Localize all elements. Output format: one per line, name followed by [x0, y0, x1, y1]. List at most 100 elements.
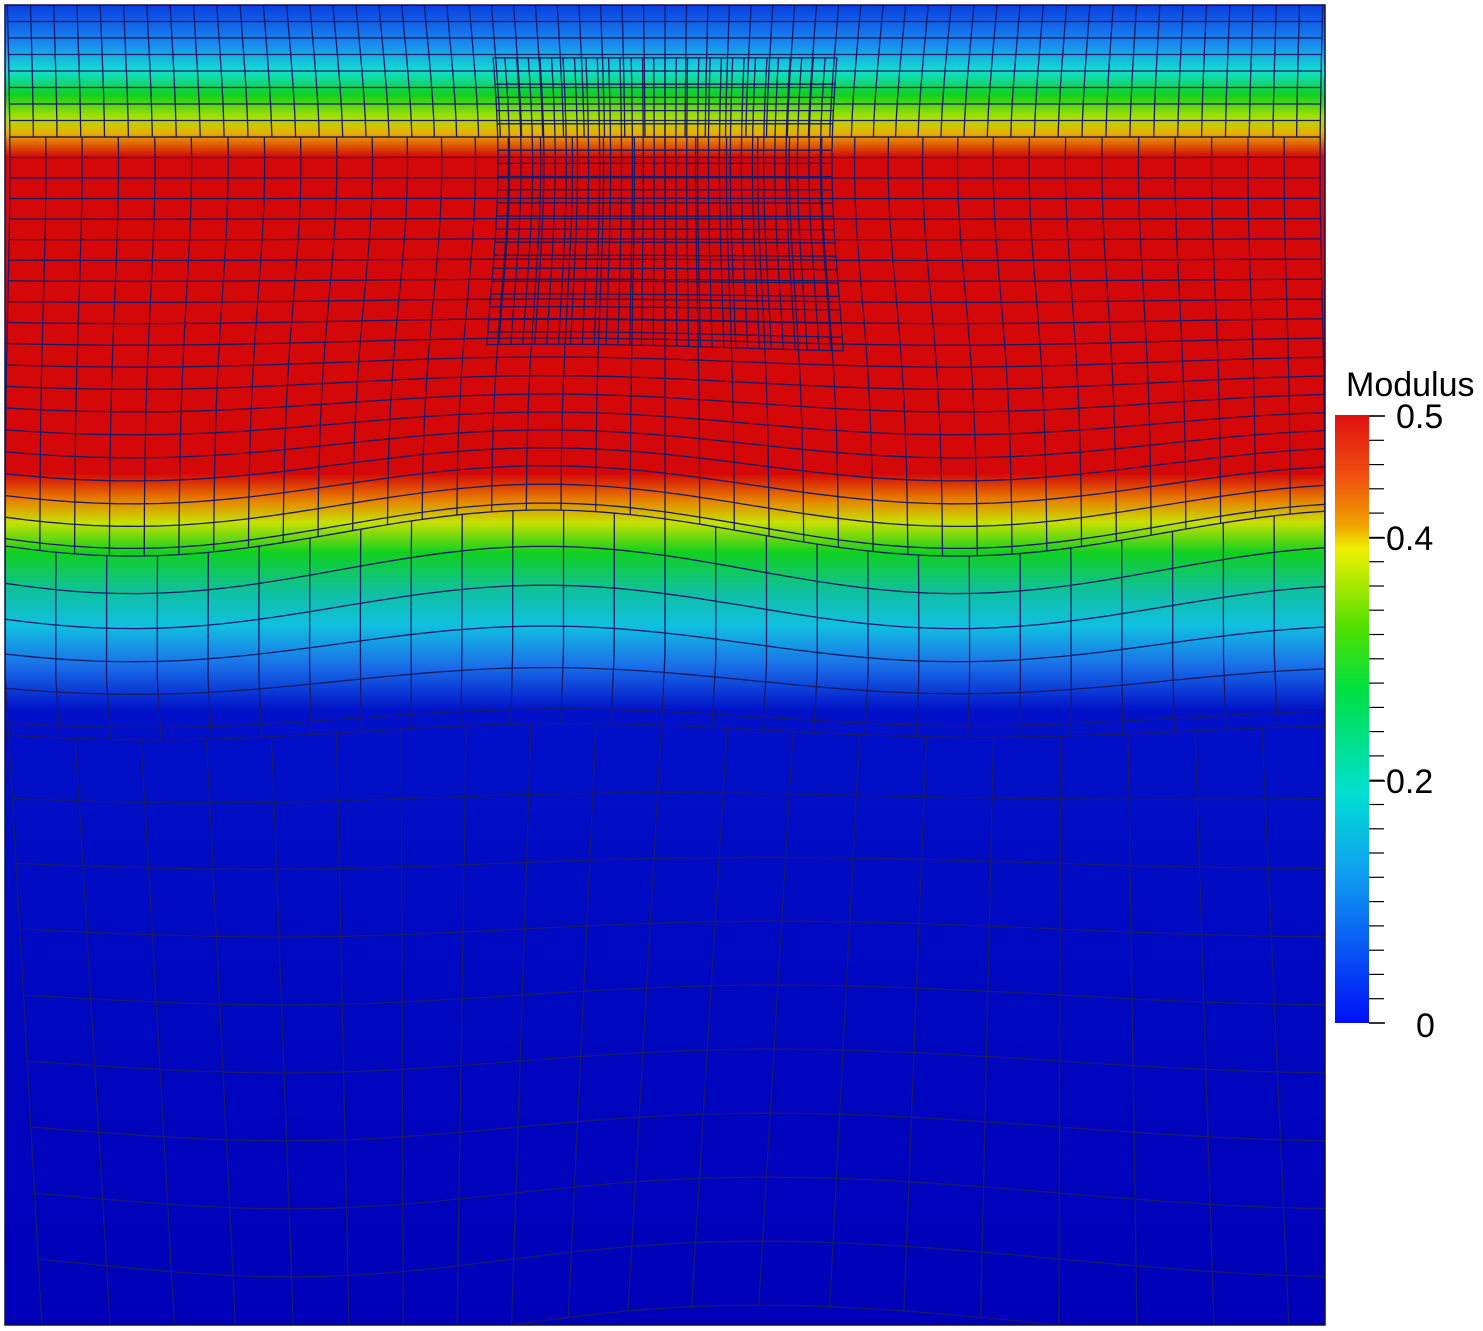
mesh-line-vertical — [446, 5, 458, 138]
mesh-line-vertical — [262, 5, 273, 138]
mesh-line-refined — [495, 228, 835, 231]
mesh-line-vertical — [105, 555, 112, 740]
mesh-line-vertical — [178, 136, 193, 555]
mesh-line-vertical — [1018, 553, 1022, 738]
scalar-bar-minor-ticks — [1369, 415, 1384, 1024]
mesh-line-vertical — [5, 546, 10, 736]
mesh-line-vertical — [921, 136, 944, 557]
mesh-line-vertical — [1121, 540, 1124, 735]
mesh-line-vertical — [894, 5, 907, 138]
mesh-line-vertical — [610, 513, 615, 724]
mesh-line-vertical — [122, 5, 130, 138]
mesh-line-vertical — [332, 5, 344, 138]
mesh-line-vertical — [1028, 136, 1048, 551]
mesh-line-vertical — [216, 5, 225, 138]
finite-element-mesh — [5, 5, 1325, 1325]
mesh-line-vertical — [99, 5, 106, 138]
mesh-line-vertical — [1295, 5, 1301, 138]
mesh-line-refined — [488, 318, 842, 325]
mesh-line-vertical — [1010, 5, 1021, 138]
mesh-line-vertical — [660, 518, 666, 726]
mesh-line-vertical — [1137, 136, 1152, 536]
mesh-line-vertical — [74, 738, 111, 1325]
mesh-line-vertical — [143, 136, 156, 557]
mesh-line-vertical — [55, 552, 61, 738]
mesh-line-vertical — [1319, 5, 1324, 137]
mesh-line-vertical — [6, 5, 11, 137]
mesh-line-vertical — [468, 5, 480, 138]
mesh-line-vertical — [317, 136, 338, 537]
mesh-line-vertical — [400, 728, 404, 1325]
mesh-line-vertical — [108, 136, 120, 556]
mesh-line-vertical — [963, 5, 975, 138]
mesh-line-vertical — [270, 736, 294, 1325]
mesh-line-vertical — [690, 727, 728, 1307]
mesh-line-vertical — [986, 5, 998, 138]
scalar-bar-gradient — [1335, 415, 1369, 1023]
mesh-line-vertical — [53, 5, 58, 138]
mesh-line-vertical — [29, 5, 35, 138]
mesh-line-vertical — [213, 136, 229, 552]
mesh-line-vertical — [853, 136, 874, 552]
mesh-line-vertical — [956, 136, 978, 556]
mesh-line-vertical — [401, 5, 413, 138]
mesh-line-vertical — [711, 526, 717, 728]
mesh-line-vertical — [850, 5, 862, 138]
mesh-line-vertical — [247, 136, 266, 548]
field-border — [4, 4, 1326, 1326]
mesh-line-vertical — [1101, 136, 1117, 542]
mesh-line-vertical — [872, 5, 884, 138]
mesh-line-vertical — [309, 5, 320, 138]
mesh-line-refined — [490, 293, 840, 298]
mesh-line-vertical — [169, 5, 177, 138]
mesh-line-refined — [487, 331, 843, 338]
tick-label-0-5: 0.5 — [1396, 398, 1443, 436]
mesh-line-vertical — [1261, 727, 1290, 1325]
mesh-line-vertical — [1153, 5, 1161, 138]
field-plot — [4, 4, 1326, 1326]
mesh-line-vertical — [761, 535, 768, 730]
mesh-line-vertical — [258, 546, 263, 738]
mesh-line-vertical — [1200, 5, 1208, 138]
mesh-line-vertical — [39, 136, 47, 551]
mesh-line-vertical — [156, 555, 162, 740]
mesh-line-refined — [491, 280, 839, 284]
mesh-line-vertical — [1210, 136, 1222, 524]
mesh-line-vertical — [1177, 5, 1184, 138]
mesh-line-vertical — [282, 136, 302, 543]
mesh-line-vertical — [146, 5, 153, 138]
mesh-line-vertical — [1247, 136, 1257, 519]
mesh-line-vertical — [940, 5, 952, 138]
mesh-line-vertical — [967, 555, 971, 738]
mesh-line-vertical — [829, 734, 861, 1307]
mesh-line-vertical — [239, 5, 249, 138]
scalar-bar-labels: 0.5 0.4 0.2 0 — [1369, 398, 1443, 1045]
mesh-line-vertical — [1064, 136, 1083, 547]
mesh-line-vertical — [1272, 5, 1277, 138]
mesh-line-vertical — [386, 136, 409, 525]
mesh-line-vertical — [887, 136, 909, 555]
mesh-line-vertical — [917, 5, 929, 138]
mesh-line-vertical — [73, 136, 83, 554]
mesh-line-vertical — [8, 735, 43, 1325]
mesh-line-vertical — [1283, 136, 1291, 514]
mesh-line-vertical — [915, 555, 920, 737]
mesh-line-vertical — [140, 739, 176, 1325]
mesh-line-vertical — [1174, 136, 1187, 530]
mesh-line-refined — [495, 241, 836, 244]
mesh-line-vertical — [903, 736, 928, 1312]
mesh-line-refined — [489, 306, 841, 311]
mesh-line-vertical — [567, 723, 597, 1318]
mesh-line-vertical — [1127, 733, 1138, 1325]
mesh-line-vertical — [758, 731, 794, 1306]
mesh-line-vertical — [1248, 5, 1254, 137]
mesh-line-vertical — [192, 5, 201, 138]
mesh-line-vertical — [460, 514, 463, 726]
mesh-line-vertical — [456, 725, 467, 1325]
mesh-line-vertical — [510, 723, 532, 1325]
mesh-line-vertical — [864, 550, 869, 735]
mesh-line-vertical — [205, 739, 237, 1325]
mesh-line-vertical — [1081, 5, 1091, 138]
mesh-line-vertical — [423, 5, 436, 138]
mesh-line-vertical — [421, 136, 443, 520]
